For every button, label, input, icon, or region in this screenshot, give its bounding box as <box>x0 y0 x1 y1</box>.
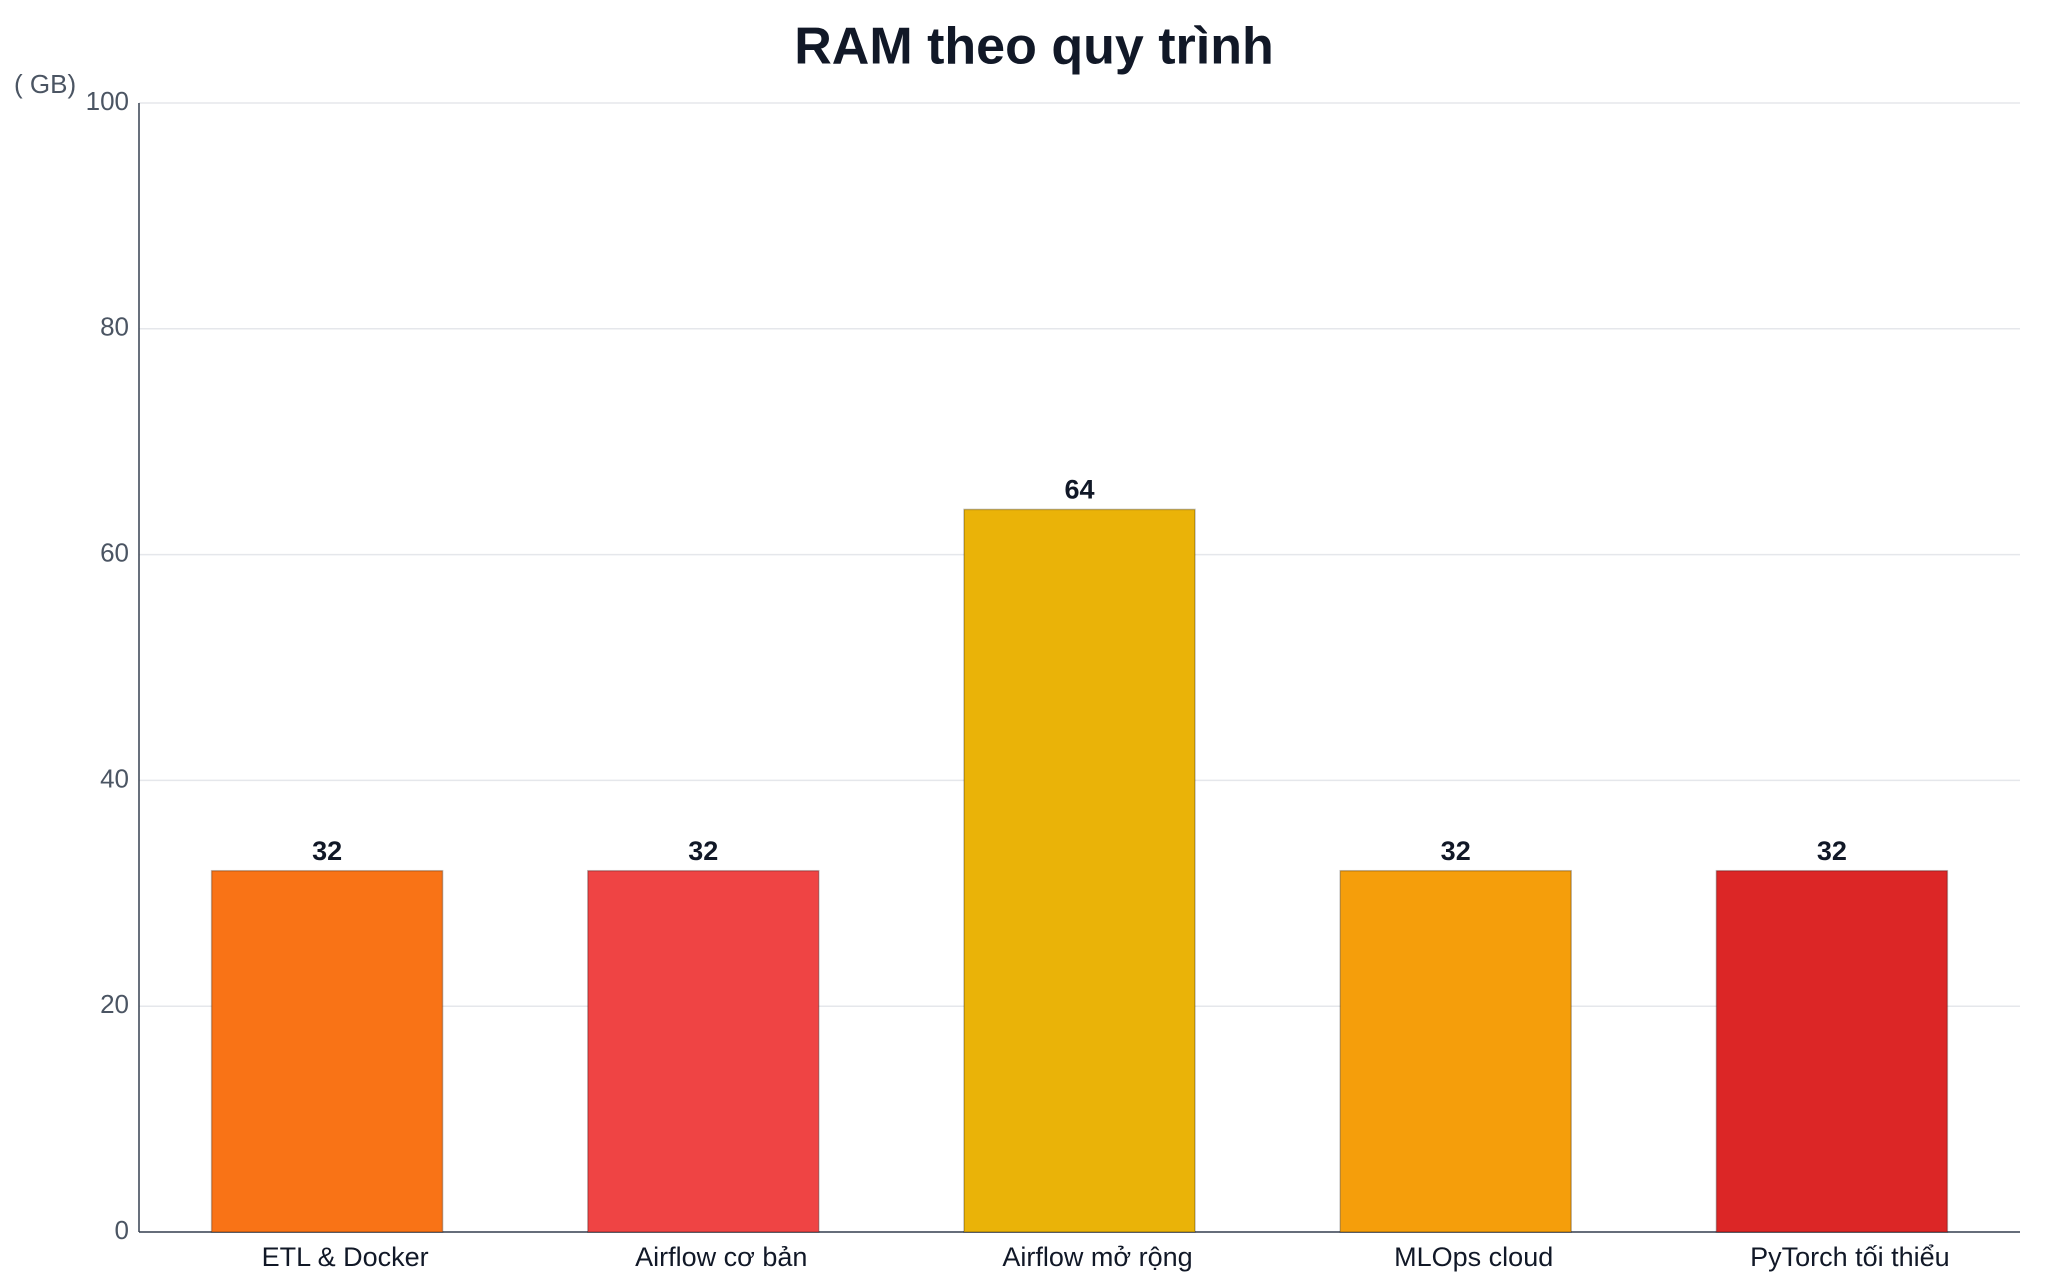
y-tick-label: 0 <box>115 1215 129 1245</box>
bar <box>1715 869 1949 1233</box>
y-tick-label: 100 <box>86 86 129 116</box>
y-tick-label: 20 <box>100 989 129 1019</box>
x-tick-label: Airflow mở rộng <box>1002 1242 1192 1272</box>
y-tick-label: 80 <box>100 312 129 342</box>
bar <box>963 508 1196 1233</box>
data-label: 64 <box>1064 475 1094 505</box>
chart-title: RAM theo quy trình <box>794 18 1274 76</box>
data-label: 32 <box>1441 836 1471 866</box>
x-tick-label: ETL & Docker <box>262 1242 429 1272</box>
x-tick-label: PyTorch tối thiểu <box>1750 1242 1950 1272</box>
data-label: 32 <box>312 836 342 866</box>
bar <box>1339 869 1572 1233</box>
bar <box>587 869 820 1233</box>
x-tick-label: MLOps cloud <box>1394 1242 1553 1272</box>
data-label: 32 <box>688 836 718 866</box>
y-tick-label: 40 <box>100 763 129 793</box>
bar <box>210 869 444 1233</box>
y-axis-label: ( GB) <box>14 69 76 99</box>
data-label: 32 <box>1817 836 1847 866</box>
y-tick-label: 60 <box>100 537 129 567</box>
x-tick-label: Airflow cơ bản <box>635 1242 807 1272</box>
